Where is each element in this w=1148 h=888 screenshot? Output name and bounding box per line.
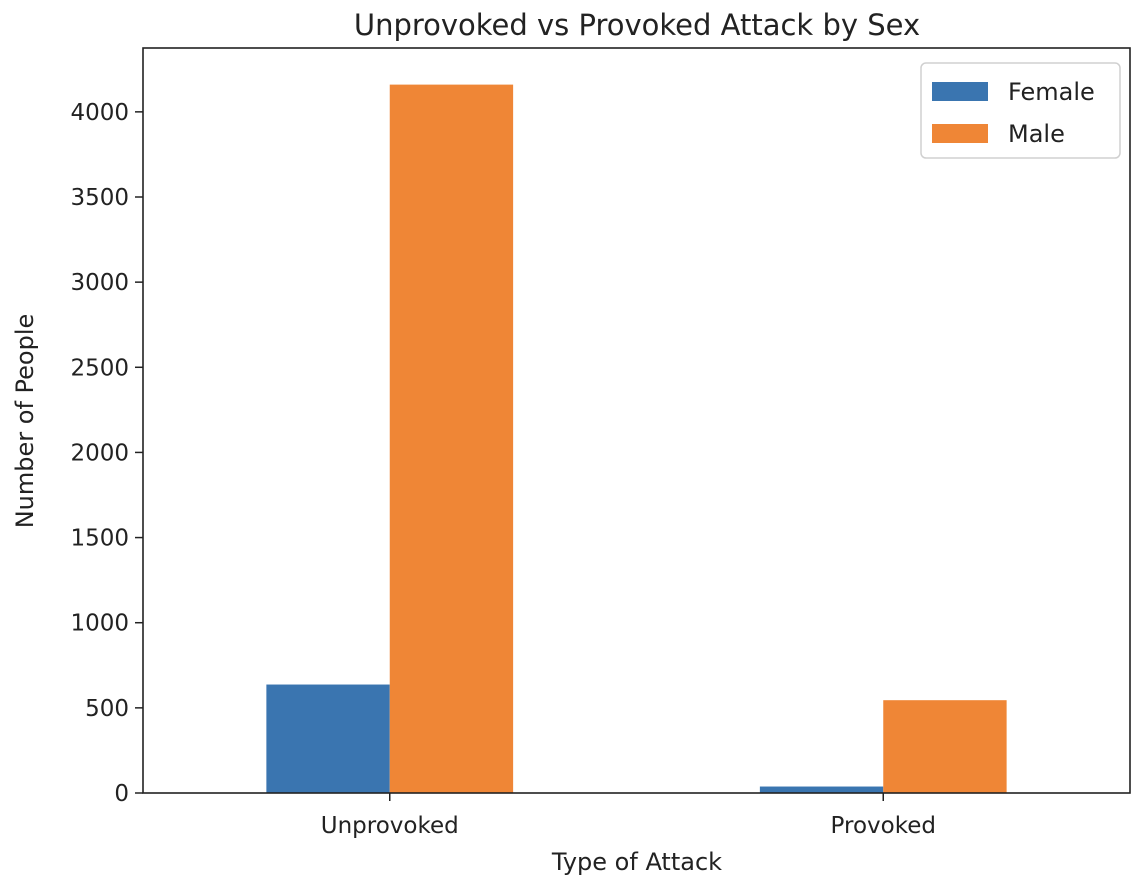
- bar-male-unprovoked: [389, 84, 514, 793]
- y-tick-label: 1500: [70, 526, 129, 552]
- y-axis-ticks: 0 500 1000 1500 2000 2500 3000 3500 4000: [70, 100, 143, 807]
- axes-frame: [142, 47, 1131, 794]
- y-tick-label: 4000: [70, 100, 129, 126]
- x-tick-label: Provoked: [831, 813, 936, 839]
- bar-female-unprovoked: [266, 684, 390, 793]
- chart-title: Unprovoked vs Provoked Attack by Sex: [354, 8, 920, 42]
- y-tick-label: 3000: [70, 270, 129, 296]
- x-axis-label: Type of Attack: [551, 848, 722, 876]
- y-tick-label: 2000: [70, 440, 129, 466]
- y-tick-label: 500: [85, 696, 129, 722]
- legend: Female Male: [920, 62, 1121, 159]
- y-tick-label: 1000: [70, 611, 129, 637]
- y-tick-label: 2500: [70, 355, 129, 381]
- legend-swatch-male: [932, 124, 988, 143]
- legend-swatch-female: [932, 82, 988, 101]
- bar-male-provoked: [883, 700, 1007, 793]
- legend-label-male: Male: [1008, 120, 1065, 148]
- y-tick-label: 3500: [70, 185, 129, 211]
- y-tick-label: 0: [114, 781, 129, 807]
- legend-label-female: Female: [1008, 78, 1095, 106]
- y-axis-label: Number of People: [11, 314, 39, 529]
- x-axis-ticks: Unprovoked Provoked: [321, 793, 936, 839]
- bars: [266, 84, 1007, 793]
- x-tick-label: Unprovoked: [321, 813, 459, 839]
- bar-female-provoked: [759, 786, 884, 793]
- plot-area: 0 500 1000 1500 2000 2500 3000 3500 4000 Unprovo…: [70, 47, 1131, 839]
